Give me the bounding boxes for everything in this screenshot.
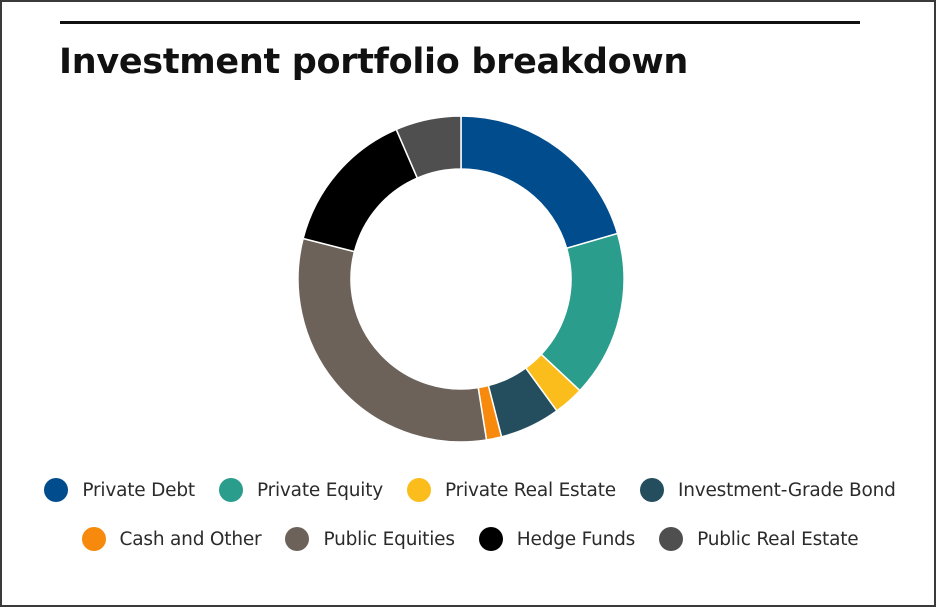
legend-label: Cash and Other xyxy=(119,528,262,550)
legend-item[interactable]: Investment-Grade Bond xyxy=(639,478,896,502)
legend-item[interactable]: Private Debt xyxy=(44,478,195,502)
legend-swatch xyxy=(478,527,503,551)
legend-row-1: Private Debt Private Equity Private Real… xyxy=(2,478,936,502)
legend-label: Public Real Estate xyxy=(697,528,859,550)
donut-slice-private-debt[interactable] xyxy=(460,115,619,250)
top-rule xyxy=(60,21,860,24)
donut-slice-public-real-estate[interactable] xyxy=(395,115,462,180)
legend-swatch xyxy=(44,478,69,502)
legend-swatch xyxy=(639,478,664,502)
legend-item[interactable]: Private Real Estate xyxy=(407,478,616,502)
legend-item[interactable]: Hedge Funds xyxy=(478,527,636,551)
legend-label: Private Debt xyxy=(82,479,195,501)
legend-item[interactable]: Cash and Other xyxy=(81,527,262,551)
legend-item[interactable]: Public Equities xyxy=(285,527,455,551)
legend-swatch xyxy=(218,478,243,502)
legend-item[interactable]: Private Equity xyxy=(218,478,384,502)
legend-swatch xyxy=(659,527,684,551)
donut-chart xyxy=(297,115,625,443)
legend-label: Private Equity xyxy=(256,479,384,501)
donut-slice-public-equities[interactable] xyxy=(297,237,488,443)
legend-label: Private Real Estate xyxy=(445,479,616,501)
donut-slice-hedge-funds[interactable] xyxy=(302,128,419,253)
chart-title: Investment portfolio breakdown xyxy=(59,42,688,82)
legend-swatch xyxy=(285,527,310,551)
legend-label: Investment-Grade Bond xyxy=(677,479,896,501)
legend-swatch xyxy=(407,478,432,502)
legend-label: Public Equities xyxy=(323,528,455,550)
legend-label: Hedge Funds xyxy=(516,528,636,550)
legend-swatch xyxy=(81,527,106,551)
legend-row-2: Cash and Other Public Equities Hedge Fun… xyxy=(2,527,936,551)
legend-item[interactable]: Public Real Estate xyxy=(659,527,859,551)
